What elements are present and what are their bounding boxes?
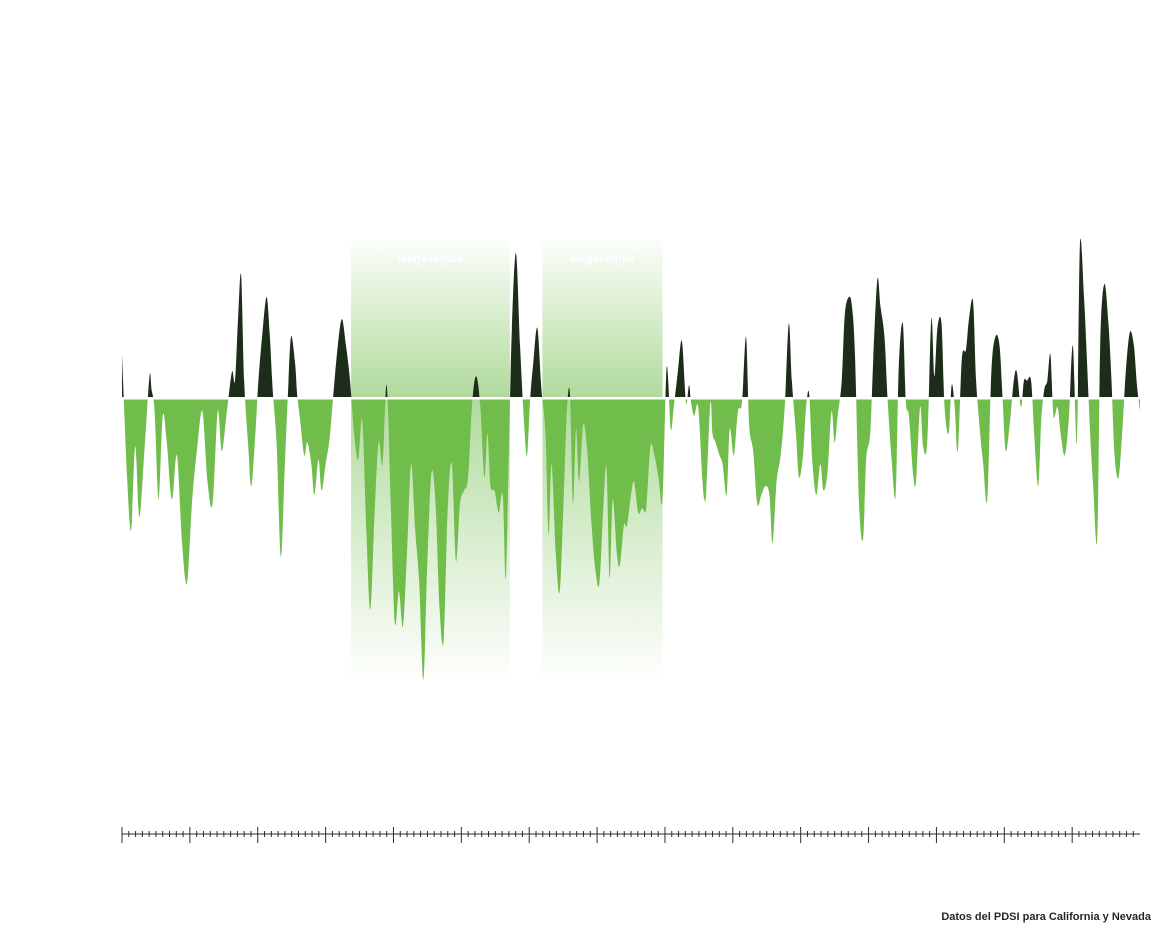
megasequia-label-1: Megasequía (398, 253, 464, 265)
x-axis (121, 827, 1140, 843)
pdsi-series (122, 238, 1140, 680)
band-labels: Megasequía Megasequía (398, 253, 636, 265)
dry-area (122, 398, 1140, 680)
megasequia-label-2: Megasequía (570, 253, 636, 265)
source-note: Datos del PDSI para California y Nevada (941, 911, 1151, 923)
wet-area (122, 238, 1139, 399)
